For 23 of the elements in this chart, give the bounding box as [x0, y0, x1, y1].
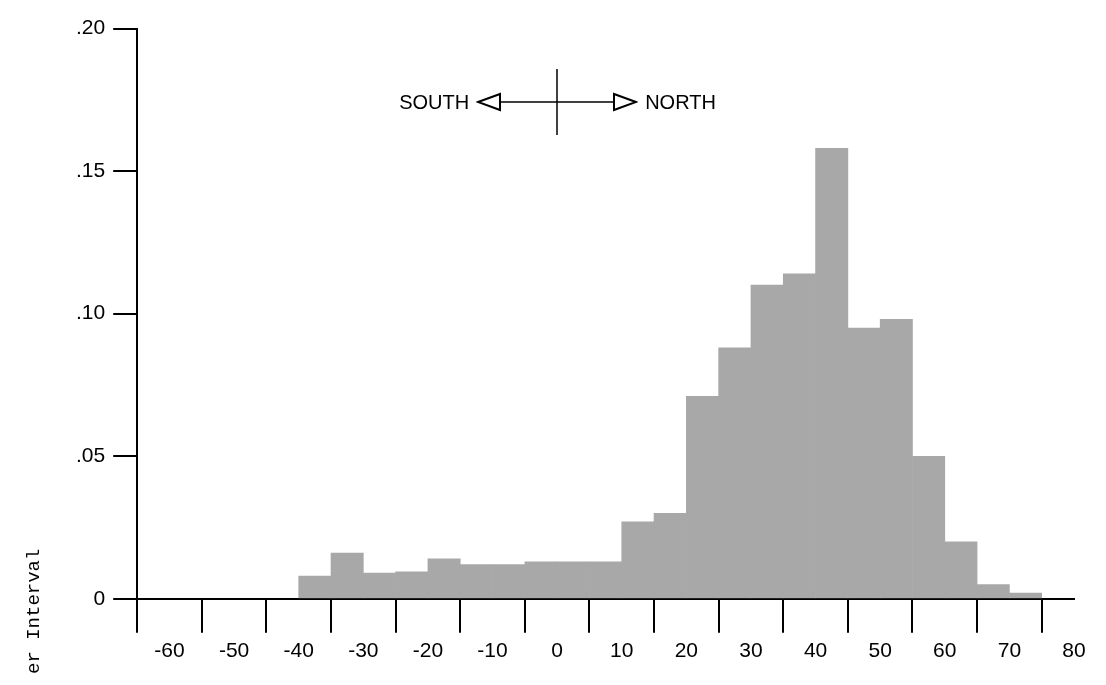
x-tick-label: 80: [1062, 638, 1086, 662]
annotation: SOUTH: [399, 90, 470, 114]
y-tick-label: .05: [75, 443, 106, 467]
x-tick-label: -50: [218, 638, 250, 662]
x-tick-label: -20: [412, 638, 444, 662]
y-tick-label: .20: [75, 15, 106, 39]
x-tick-label: 40: [803, 638, 828, 662]
annotation: NORTH: [645, 90, 716, 114]
x-tick-label: 70: [997, 638, 1022, 662]
y-tick-label: .10: [75, 300, 106, 324]
x-tick-label: 20: [674, 638, 699, 662]
x-tick-label: -10: [477, 638, 508, 662]
x-tick-label: 60: [933, 638, 957, 662]
x-tick-label: 30: [739, 638, 763, 662]
y-tick-label: 0: [93, 585, 106, 609]
y-tick-label: .15: [75, 157, 106, 181]
x-tick-label: -40: [283, 638, 314, 662]
x-tick-label: -30: [348, 638, 379, 662]
y-axis-title: er Interval: [23, 548, 46, 674]
x-tick-label: 10: [610, 638, 634, 662]
x-tick-label: 50: [868, 638, 892, 662]
x-tick-label: 0: [551, 638, 563, 662]
x-tick-label: -60: [154, 638, 185, 662]
